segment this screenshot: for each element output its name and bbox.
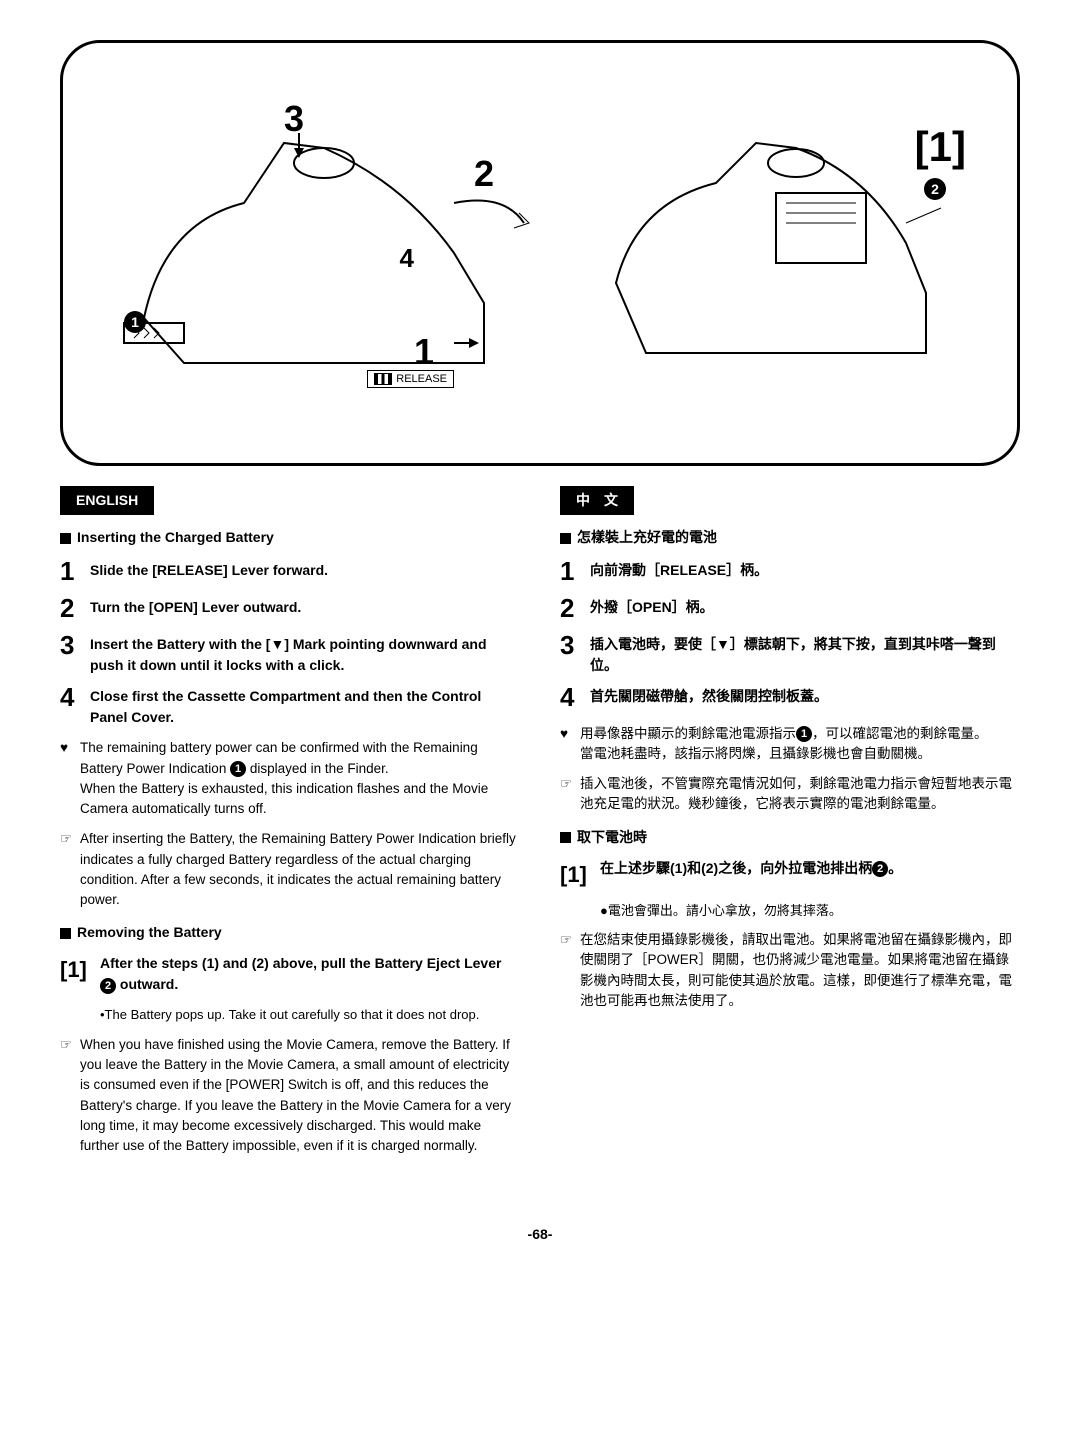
en-step-2: 2 Turn the [OPEN] Lever outward. bbox=[60, 593, 520, 624]
en-substep-1: [1] After the steps (1) and (2) above, p… bbox=[60, 953, 520, 995]
zh-substep-1: [1] 在上述步驟(1)和(2)之後，向外拉電池排出柄2。 bbox=[560, 858, 1020, 891]
hand-icon bbox=[60, 1035, 80, 1157]
fig-bracket: [1] bbox=[915, 123, 966, 171]
fig-label-2: 2 bbox=[474, 153, 494, 195]
square-icon bbox=[560, 832, 571, 843]
zh-note-1: 用尋像器中顯示的剩餘電池電源指示1，可以確認電池的剩餘電量。 當電池耗盡時，該指… bbox=[560, 724, 1020, 765]
circle-2-icon: 2 bbox=[872, 861, 888, 877]
heart-icon bbox=[560, 724, 580, 765]
circle-1-icon: 1 bbox=[230, 761, 246, 777]
en-note-3: When you have finished using the Movie C… bbox=[60, 1035, 520, 1157]
chinese-column: 中 文 怎樣裝上充好電的電池 1 向前滑動［RELEASE］柄。 2 外撥［OP… bbox=[560, 486, 1020, 1166]
fig-circle-2: 2 bbox=[924, 178, 946, 200]
zh-title-1: 怎樣裝上充好電的電池 bbox=[560, 527, 1020, 548]
camera-right: [1] 2 bbox=[596, 103, 976, 403]
circle-1-icon: 1 bbox=[796, 726, 812, 742]
square-icon bbox=[560, 533, 571, 544]
en-step-4: 4 Close first the Cassette Compartment a… bbox=[60, 682, 520, 728]
zh-note-3: 在您結束使用攝錄影機後，請取出電池。如果將電池留在攝錄影機內，即使關閉了［POW… bbox=[560, 930, 1020, 1011]
square-icon bbox=[60, 533, 71, 544]
page-number: -68- bbox=[40, 1226, 1040, 1242]
en-title-1: Inserting the Charged Battery bbox=[60, 527, 520, 548]
fig-label-1: 1 bbox=[414, 331, 434, 373]
en-step-3: 3 Insert the Battery with the [▼] Mark p… bbox=[60, 630, 520, 676]
zh-step-3: 3 插入電池時，要使［▼］標誌朝下，將其下按，直到其咔嗒一聲到位。 bbox=[560, 630, 1020, 676]
square-icon bbox=[60, 928, 71, 939]
en-title-2: Removing the Battery bbox=[60, 922, 520, 943]
english-header: ENGLISH bbox=[60, 486, 154, 515]
camera-left: 3 2 1 4 1 RELEASE bbox=[104, 103, 554, 403]
heart-icon bbox=[60, 738, 80, 819]
en-note-1: The remaining battery power can be confi… bbox=[60, 738, 520, 819]
zh-title-2: 取下電池時 bbox=[560, 827, 1020, 848]
en-step-1: 1 Slide the [RELEASE] Lever forward. bbox=[60, 556, 520, 587]
zh-step-1: 1 向前滑動［RELEASE］柄。 bbox=[560, 556, 1020, 587]
en-note-2: After inserting the Battery, the Remaini… bbox=[60, 829, 520, 910]
hand-icon bbox=[560, 774, 580, 815]
zh-note-2: 插入電池後，不管實際充電情況如何，剩餘電池電力指示會短暫地表示電池充足電的狀況。… bbox=[560, 774, 1020, 815]
figure-box: 3 2 1 4 1 RELEASE [1] 2 bbox=[60, 40, 1020, 466]
zh-step-4: 4 首先關閉磁帶艙，然後關閉控制板蓋。 bbox=[560, 682, 1020, 713]
circle-2-icon: 2 bbox=[100, 978, 116, 994]
hand-icon bbox=[560, 930, 580, 1011]
fig-circle-1: 1 bbox=[124, 311, 146, 333]
en-sub-bullet: •The Battery pops up. Take it out carefu… bbox=[100, 1005, 520, 1025]
hand-icon bbox=[60, 829, 80, 910]
release-label: RELEASE bbox=[367, 370, 454, 388]
fig-label-3: 3 bbox=[284, 98, 304, 140]
english-column: ENGLISH Inserting the Charged Battery 1 … bbox=[60, 486, 520, 1166]
chinese-header: 中 文 bbox=[560, 486, 634, 515]
zh-step-2: 2 外撥［OPEN］柄。 bbox=[560, 593, 1020, 624]
zh-sub-bullet: ●電池會彈出。請小心拿放，勿將其摔落。 bbox=[600, 901, 1020, 921]
fig-label-4: 4 bbox=[400, 243, 414, 274]
